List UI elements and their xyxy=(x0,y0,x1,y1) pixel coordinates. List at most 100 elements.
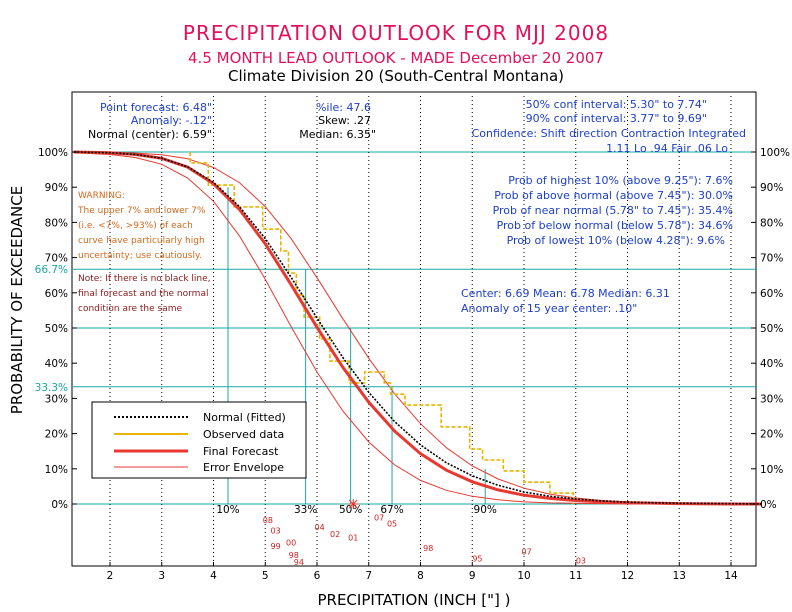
observed-data-line xyxy=(189,152,574,504)
x-tick-label: 6 xyxy=(314,570,321,582)
y-axis-label: PROBABILITY OF EXCEEDANCE xyxy=(8,186,26,414)
y-tick-label-right: 40% xyxy=(760,358,783,370)
center-stats: Center: 6.69 Mean: 6.78 Median: 6.31 xyxy=(461,287,670,300)
note-line: condition are the same xyxy=(78,304,182,314)
y-tick-label-left: 80% xyxy=(45,217,68,229)
legend-label-envelope: Error Envelope xyxy=(203,461,284,474)
x-tick-label: 8 xyxy=(417,570,424,582)
quantile-verticals: 10% 33% 50% 67% 90% xyxy=(216,187,497,516)
error-envelope-line xyxy=(73,151,732,505)
legend-label-normal: Normal (Fitted) xyxy=(203,411,286,424)
warning-line: WARNING: xyxy=(78,191,125,201)
percentile: %ile: 47.6 xyxy=(316,101,371,114)
conf-90: 90% conf interval: 3.77" to 9.69" xyxy=(526,112,707,125)
quantile-label: 50% xyxy=(339,504,362,516)
year-label: 03 xyxy=(271,526,281,535)
conf-50: 50% conf interval: 5.30" to 7.74" xyxy=(526,98,707,111)
prob-near-normal: Prob of near normal (5.78" to 7.45"): 35… xyxy=(493,204,733,217)
x-tick-label: 5 xyxy=(262,570,269,582)
x-tick-label: 3 xyxy=(158,570,165,582)
legend-label-observed: Observed data xyxy=(203,428,284,441)
quantile-label: 90% xyxy=(474,504,497,516)
year-label: 04 xyxy=(314,523,324,532)
warning-line: (i.e. <7%, >93%) of each xyxy=(78,221,193,231)
y-tick-label-left: 90% xyxy=(45,182,68,194)
x-tick-label: 11 xyxy=(569,570,582,582)
axis-ticks: 0% 0% 10% 10% 20% 20% 30% 30% 40% 40% 50% 50% 60% 60%… xyxy=(35,147,790,582)
median: Median: 6.35" xyxy=(299,128,376,141)
x-tick-label: 14 xyxy=(724,570,738,582)
plot-frame xyxy=(71,91,757,567)
grid xyxy=(72,96,756,562)
warning-block: WARNING: The upper 7% and lower 7% (i.e.… xyxy=(77,191,206,261)
x-tick-label: 13 xyxy=(673,570,686,582)
y-tick-label-right: 50% xyxy=(760,323,783,335)
year-label: 03 xyxy=(576,556,586,565)
prob-lowest-10: Prob of lowest 10% (below 4.28"): 9.6% xyxy=(507,234,725,247)
y-tick-label-right: 70% xyxy=(760,253,783,265)
prob-above-normal: Prob of above normal (above 7.45"): 30.0… xyxy=(494,189,733,202)
y-tick-label-left: 60% xyxy=(45,288,68,300)
year-label: 02 xyxy=(330,530,340,539)
year-label: 07 xyxy=(521,548,531,557)
chart-title: PRECIPITATION OUTLOOK FOR MJJ 2008 xyxy=(183,21,609,45)
year-label: 98 xyxy=(423,544,433,553)
y-tick-label-left: 70% xyxy=(45,253,68,265)
year-label: 94 xyxy=(294,558,304,567)
prob-below-normal: Prob of below normal (below 5.78"): 34.6… xyxy=(497,219,733,232)
y-tick-label-right: 20% xyxy=(760,429,783,441)
warning-line: curve have particularly high xyxy=(78,236,205,246)
climate-division: Climate Division 20 (South-Central Monta… xyxy=(228,67,564,85)
year-label: 05 xyxy=(387,519,397,528)
quantile-label: 67% xyxy=(380,504,403,516)
series-layer xyxy=(73,150,763,509)
quantile-label: 10% xyxy=(216,504,239,516)
y-tick-label-left: 50% xyxy=(45,323,68,335)
center-anomaly: Anomaly of 15 year center: .10" xyxy=(461,302,637,315)
y-tick-label-left: 40% xyxy=(45,358,68,370)
year-label: 07 xyxy=(374,513,384,522)
year-label: 00 xyxy=(286,539,296,548)
legend-label-forecast: Final Forecast xyxy=(203,445,279,458)
legend: Normal (Fitted) Observed data Final Fore… xyxy=(91,401,307,479)
skew: Skew: .27 xyxy=(318,114,371,127)
point-forecast: Point forecast: 6.48" xyxy=(100,101,212,114)
normal-fitted-line xyxy=(73,151,763,505)
note-block: Note: If there is no black line, final f… xyxy=(78,274,211,314)
note-line: final forecast and the normal xyxy=(78,289,208,299)
y-tick-label-left: 10% xyxy=(45,464,68,476)
y-tick-label-left: 100% xyxy=(38,147,68,159)
y-tick-label-right: 10% xyxy=(760,464,783,476)
y-tick-label-left: 30% xyxy=(45,393,68,405)
quantile-label: 33% xyxy=(294,504,317,516)
x-tick-label: 4 xyxy=(210,570,217,582)
x-axis-label: PRECIPITATION (INCH ["] ) xyxy=(317,591,510,609)
year-label: 01 xyxy=(348,533,358,542)
y-tick-label-left: 20% xyxy=(45,429,68,441)
y-tick-label-right: 60% xyxy=(760,288,783,300)
note-line: Note: If there is no black line, xyxy=(78,274,211,284)
year-label: 99 xyxy=(271,542,281,551)
y-special-label: 66.7% xyxy=(35,264,68,276)
forecast-point-marker xyxy=(348,499,359,509)
prob-highest-10: Prob of highest 10% (above 9.25"): 7.6% xyxy=(508,174,733,187)
legend-box xyxy=(91,401,307,479)
x-tick-label: 9 xyxy=(469,570,476,582)
warning-line: uncertainty; use cautiously. xyxy=(78,251,202,261)
error-envelope-line xyxy=(73,152,731,505)
x-tick-label: 7 xyxy=(365,570,372,582)
probability-list: Prob of highest 10% (above 9.25"): 7.6% … xyxy=(493,174,733,247)
anomaly: Anomaly: -.12" xyxy=(131,114,212,127)
y-tick-label-right: 30% xyxy=(760,393,783,405)
y-tick-label-right: 100% xyxy=(760,147,790,159)
x-tick-label: 10 xyxy=(517,570,530,582)
year-label: 08 xyxy=(263,516,273,525)
year-label: 95 xyxy=(472,555,482,564)
y-tick-label-left: 0% xyxy=(51,499,68,511)
warning-line: The upper 7% and lower 7% xyxy=(77,206,206,216)
y-tick-label-right: 90% xyxy=(760,182,783,194)
year-label: 98 xyxy=(289,551,299,560)
x-tick-label: 2 xyxy=(107,570,114,582)
